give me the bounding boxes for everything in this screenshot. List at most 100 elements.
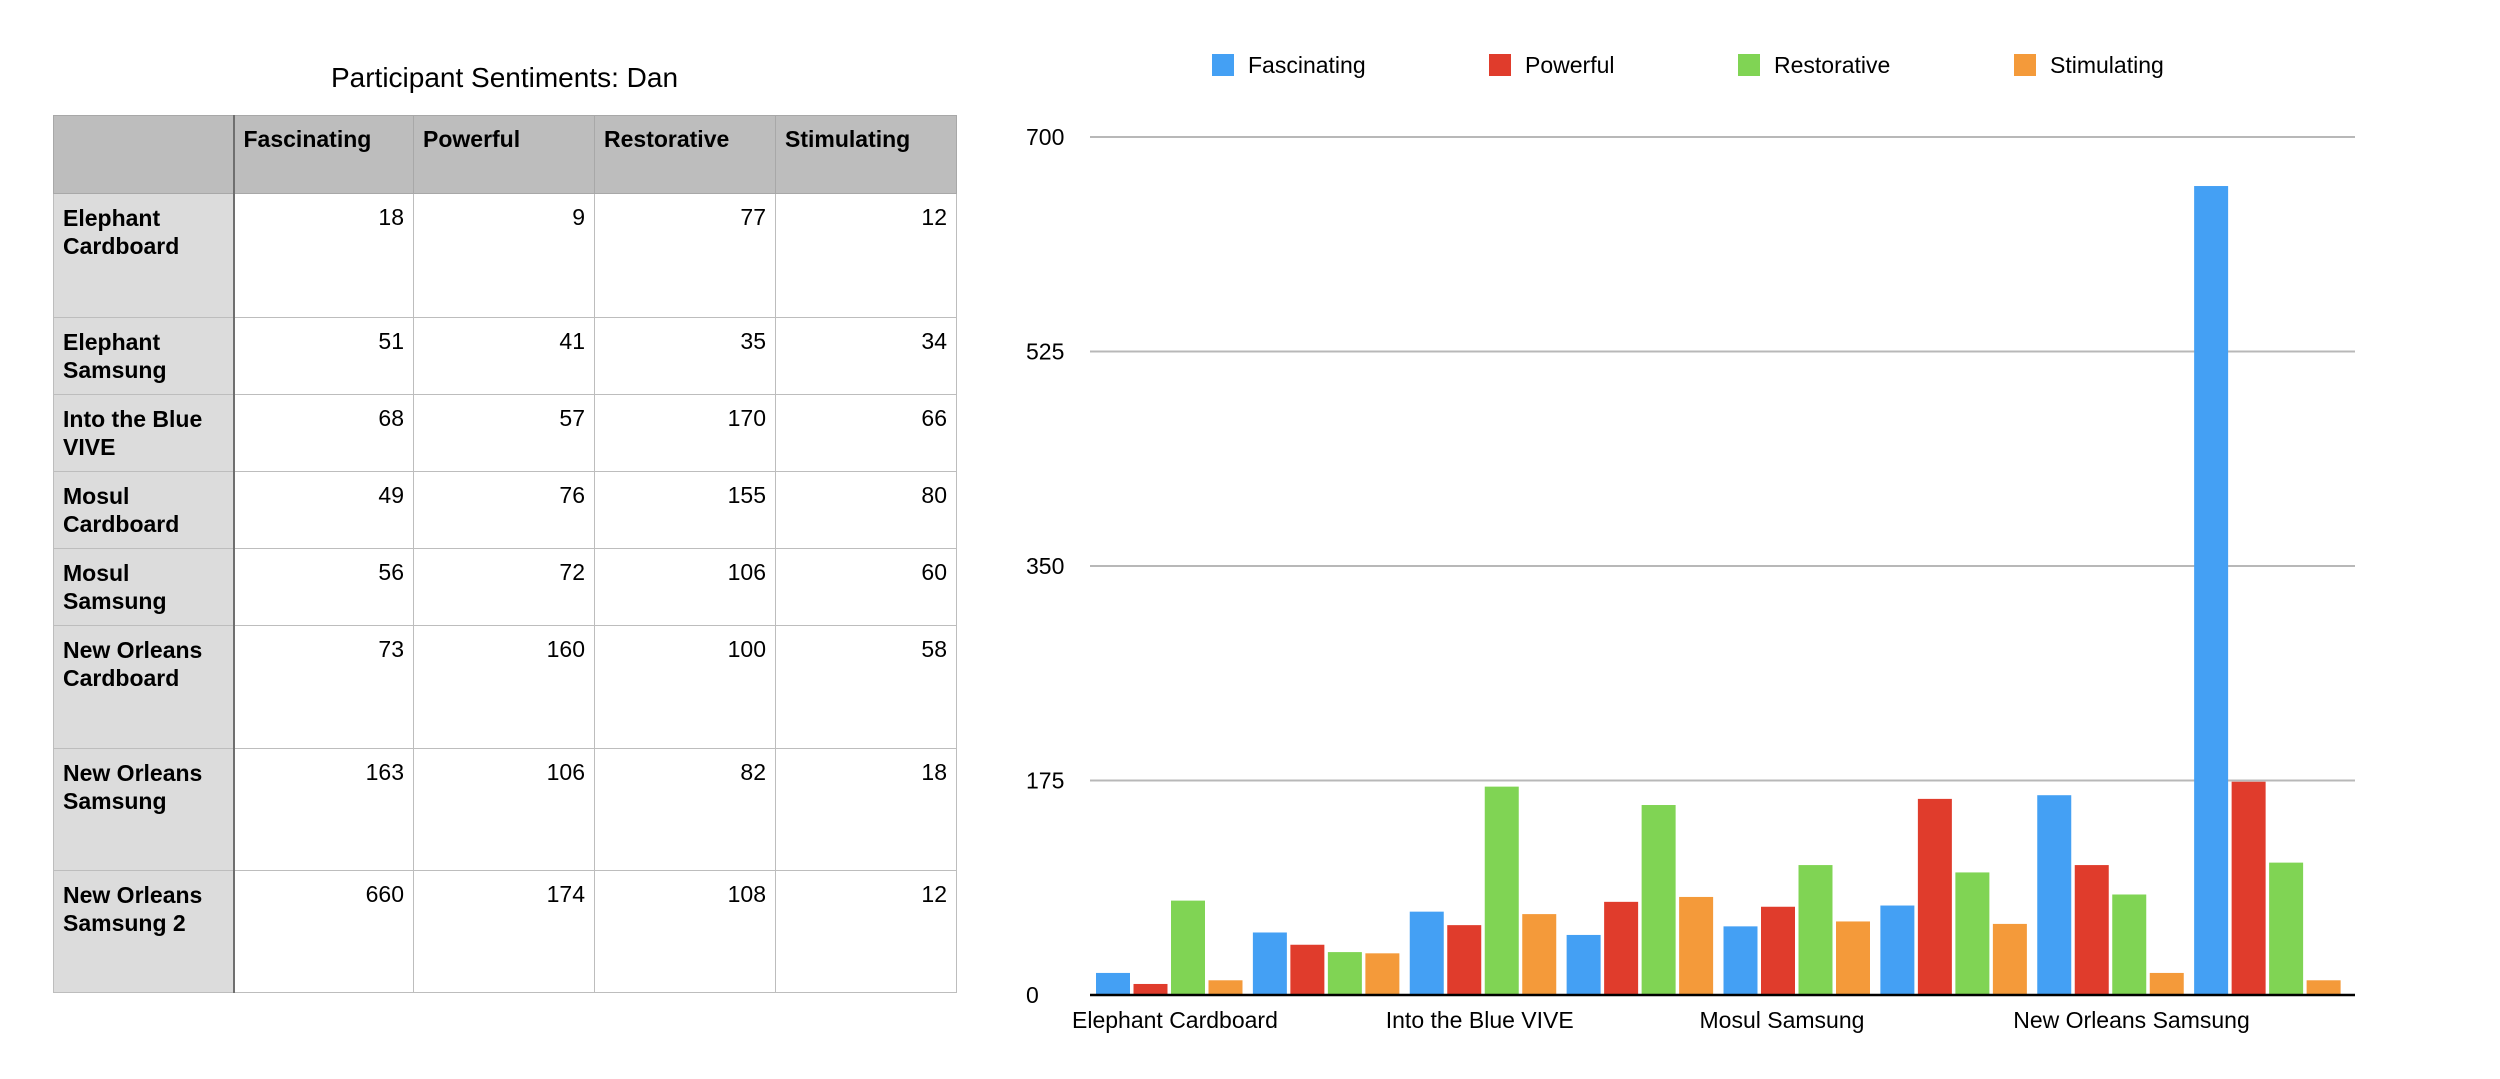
legend-item-powerful: Powerful [1489, 50, 1614, 80]
row-label: Into the Blue VIVE [53, 394, 235, 472]
table-header-row: Fascinating Powerful Restorative Stimula… [53, 115, 957, 194]
table-title: Participant Sentiments: Dan [330, 62, 679, 93]
table-cell: 77 [594, 193, 776, 318]
table-cell: 155 [594, 471, 776, 549]
table-cell: 80 [775, 471, 957, 549]
table-cell: 9 [413, 193, 595, 318]
row-label: Elephant Samsung [53, 317, 235, 395]
legend-swatch-restorative [1738, 54, 1760, 76]
table-row: Elephant Cardboard 18 9 77 12 [53, 193, 957, 318]
bar [1641, 805, 1676, 995]
table-cell: 12 [775, 193, 957, 318]
row-label: Mosul Cardboard [53, 471, 235, 549]
y-tick-label: 700 [1026, 124, 1064, 150]
table-row: Elephant Samsung 51 41 35 34 [53, 317, 957, 395]
y-tick-label: 175 [1026, 768, 1064, 794]
legend-item-fascinating: Fascinating [1212, 50, 1366, 80]
table-cell: 60 [775, 548, 957, 626]
table-cell: 35 [594, 317, 776, 395]
bar [1522, 914, 1557, 995]
bar [1723, 926, 1758, 995]
bar [1798, 865, 1833, 995]
x-tick-label: Elephant Cardboard [1072, 1007, 1278, 1033]
table-cell: 66 [775, 394, 957, 472]
bar [1208, 980, 1243, 995]
table-cell: 106 [594, 548, 776, 626]
bar [2269, 862, 2304, 995]
bar [2231, 781, 2266, 995]
y-tick-label: 350 [1026, 553, 1064, 579]
legend-swatch-fascinating [1212, 54, 1234, 76]
table-cell: 174 [413, 870, 595, 993]
table-cell: 76 [413, 471, 595, 549]
legend-swatch-stimulating [2014, 54, 2036, 76]
bar [1252, 932, 1287, 995]
row-label: New Orleans Cardboard [53, 625, 235, 749]
legend-label: Powerful [1525, 51, 1615, 78]
table-row: Mosul Samsung 56 72 106 60 [53, 548, 957, 626]
table-cell: 106 [413, 748, 595, 871]
table-cell: 18 [775, 748, 957, 871]
table-cell: 660 [233, 870, 414, 993]
table-cell: 108 [594, 870, 776, 993]
bar [1133, 983, 1168, 995]
bar [1447, 925, 1482, 995]
bar [2112, 894, 2147, 995]
x-tick-label: Mosul Samsung [1700, 1007, 1865, 1033]
bar [1955, 872, 1990, 995]
column-header-stimulating: Stimulating [775, 115, 957, 194]
bar [2037, 795, 2072, 995]
bar [1484, 786, 1519, 995]
row-label: Elephant Cardboard [53, 193, 235, 318]
table-cell: 68 [233, 394, 414, 472]
bar [2194, 186, 2229, 995]
bar [1679, 896, 1714, 995]
table-cell: 56 [233, 548, 414, 626]
sentiment-table: Fascinating Powerful Restorative Stimula… [53, 115, 957, 993]
bar [1365, 953, 1400, 995]
bar [1880, 905, 1915, 995]
table-cell: 18 [233, 193, 414, 318]
table-cell: 49 [233, 471, 414, 549]
table-cell: 100 [594, 625, 776, 749]
table-cell: 160 [413, 625, 595, 749]
row-label: New Orleans Samsung [53, 748, 235, 871]
bar [2306, 980, 2341, 995]
legend-label: Fascinating [1248, 51, 1366, 78]
table-row: New Orleans Cardboard 73 160 100 58 [53, 625, 957, 749]
bar [1409, 911, 1444, 995]
table-corner-cell [53, 115, 235, 194]
legend-label: Stimulating [2050, 51, 2164, 78]
bar [1096, 972, 1130, 995]
column-header-restorative: Restorative [594, 115, 776, 194]
table-cell: 73 [233, 625, 414, 749]
table-row: New Orleans Samsung 2 660 174 108 12 [53, 870, 957, 993]
bar [1171, 900, 1205, 995]
bar [1566, 934, 1601, 995]
table-cell: 58 [775, 625, 957, 749]
table-cell: 12 [775, 870, 957, 993]
table-cell: 51 [233, 317, 414, 395]
bar [1290, 944, 1325, 995]
bar [2074, 865, 2109, 995]
bar [1992, 923, 2027, 995]
x-tick-label: Into the Blue VIVE [1386, 1007, 1574, 1033]
y-tick-label: 0 [1026, 982, 1039, 1008]
y-tick-label: 525 [1026, 339, 1064, 365]
legend-item-stimulating: Stimulating [2014, 50, 2164, 80]
bar [1327, 952, 1362, 995]
legend-label: Restorative [1774, 51, 1891, 78]
legend-swatch-powerful [1489, 54, 1511, 76]
x-tick-label: New Orleans Samsung [2013, 1007, 2250, 1033]
legend-item-restorative: Restorative [1738, 50, 1890, 80]
table-cell: 57 [413, 394, 595, 472]
bar [1761, 906, 1795, 995]
table-cell: 34 [775, 317, 957, 395]
bar [1604, 901, 1639, 995]
row-label: New Orleans Samsung 2 [53, 870, 235, 993]
bar [1917, 798, 1952, 995]
table-row: New Orleans Samsung 163 106 82 18 [53, 748, 957, 871]
table-row: Mosul Cardboard 49 76 155 80 [53, 471, 957, 549]
bar [1836, 921, 1870, 995]
